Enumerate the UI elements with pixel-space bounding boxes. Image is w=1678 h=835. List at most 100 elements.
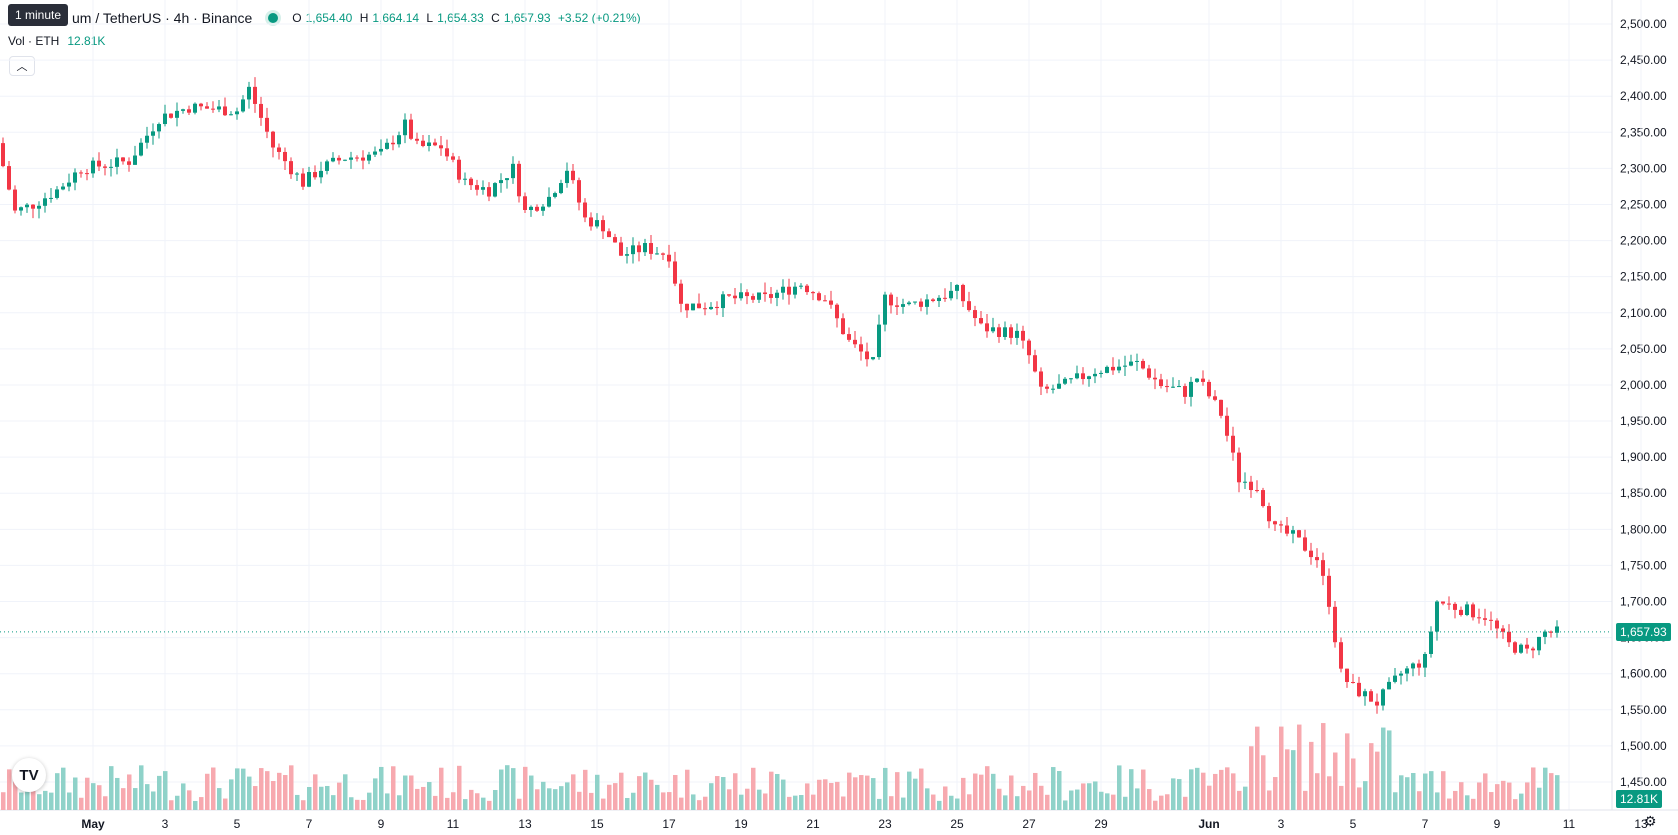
volume-bar — [397, 795, 402, 810]
candle-body — [181, 109, 185, 111]
market-status-icon — [268, 13, 279, 23]
candle-body — [619, 242, 623, 256]
candle-body — [313, 172, 317, 178]
candle-body — [115, 157, 119, 167]
volume-bar — [1129, 769, 1134, 810]
candle-body — [295, 173, 299, 175]
x-tick-label: 3 — [162, 817, 169, 831]
candle-body — [1501, 628, 1505, 632]
candle-body — [1105, 366, 1109, 373]
candle-body — [1339, 642, 1343, 669]
volume-bar — [475, 793, 480, 810]
x-tick-label: 25 — [950, 817, 964, 831]
volume-bar — [259, 768, 264, 810]
candle-body — [1255, 490, 1259, 492]
candle-body — [685, 303, 689, 311]
volume-bar — [469, 789, 474, 810]
volume-bar — [823, 779, 828, 810]
volume-bar — [1489, 792, 1494, 810]
candle-body — [1009, 327, 1013, 338]
candle-body — [499, 180, 503, 184]
volume-bar — [1423, 773, 1428, 810]
y-tick-label: 1,550.00 — [1620, 703, 1667, 717]
candle-body — [1303, 537, 1307, 551]
volume-bar — [697, 800, 702, 810]
candle-body — [103, 166, 107, 168]
y-tick-label: 2,350.00 — [1620, 125, 1667, 139]
volume-bar — [331, 795, 336, 810]
candle-body — [829, 300, 833, 305]
volume-bar — [1171, 778, 1176, 810]
candle-body — [1405, 668, 1409, 674]
volume-bar — [1165, 794, 1170, 810]
candle-body — [259, 103, 263, 118]
candle-body — [79, 172, 83, 174]
volume-bar — [1153, 800, 1158, 810]
volume-bar — [739, 794, 744, 810]
candle-body — [199, 103, 203, 107]
volume-bar — [1261, 755, 1266, 810]
volume-bar — [1, 792, 6, 810]
volume-bar — [895, 772, 900, 810]
volume-bar — [613, 783, 618, 810]
volume-bar — [463, 799, 468, 810]
volume-bar — [19, 792, 24, 810]
gear-icon[interactable]: ⚙ — [1644, 813, 1657, 829]
volume-bar — [775, 773, 780, 810]
candle-body — [175, 110, 179, 118]
volume-bar — [193, 800, 198, 810]
volume-bar — [61, 767, 66, 810]
candle-body — [1471, 604, 1475, 618]
volume-bar — [847, 772, 852, 810]
volume-bar — [415, 788, 420, 810]
candle-body — [1123, 365, 1127, 367]
volume-bar — [1357, 787, 1362, 810]
volume-bar — [499, 769, 504, 810]
volume-bar — [1087, 783, 1092, 810]
candle-body — [715, 306, 719, 309]
collapse-legend-button[interactable]: ︿ — [9, 56, 35, 76]
volume-bar — [601, 798, 606, 810]
candle-body — [1243, 481, 1247, 483]
candle-body — [613, 237, 617, 243]
x-tick-label: 27 — [1022, 817, 1036, 831]
candle-body — [1321, 560, 1325, 576]
volume-bar — [1009, 775, 1014, 810]
volume-bar — [577, 791, 582, 810]
volume-bar — [409, 775, 414, 810]
candle-body — [1327, 575, 1331, 607]
candle-body — [265, 117, 269, 132]
candle-body — [775, 292, 779, 298]
volume-bar — [373, 778, 378, 810]
volume-bar — [1183, 796, 1188, 810]
y-tick-label: 2,050.00 — [1620, 342, 1667, 356]
candle-body — [793, 286, 797, 295]
candle-body — [919, 301, 923, 307]
volume-bar — [859, 775, 864, 810]
candle-body — [1129, 361, 1133, 366]
volume-bar — [937, 800, 942, 810]
candle-body — [223, 106, 227, 116]
tradingview-logo-icon[interactable]: TV — [12, 758, 46, 792]
volume-bar — [1195, 767, 1200, 810]
volume-bar — [799, 795, 804, 810]
x-tick-label: 15 — [590, 817, 604, 831]
candle-body — [823, 300, 827, 302]
volume-bar — [1177, 779, 1182, 810]
candle-body — [835, 304, 839, 319]
volume-bar — [391, 766, 396, 810]
symbol-title[interactable]: um / TetherUS · 4h · Binance — [72, 10, 253, 26]
y-tick-label: 2,000.00 — [1620, 378, 1667, 392]
candle-body — [73, 172, 77, 183]
volume-bar — [925, 788, 930, 810]
candle-body — [319, 170, 323, 178]
candle-body — [1153, 377, 1157, 380]
volume-bar — [973, 773, 978, 810]
candle-body — [1099, 372, 1103, 374]
candle-body — [763, 292, 767, 295]
candle-body — [67, 182, 71, 187]
volume-bar — [913, 778, 918, 810]
x-tick-label: May — [81, 817, 105, 831]
candle-body — [31, 204, 35, 209]
